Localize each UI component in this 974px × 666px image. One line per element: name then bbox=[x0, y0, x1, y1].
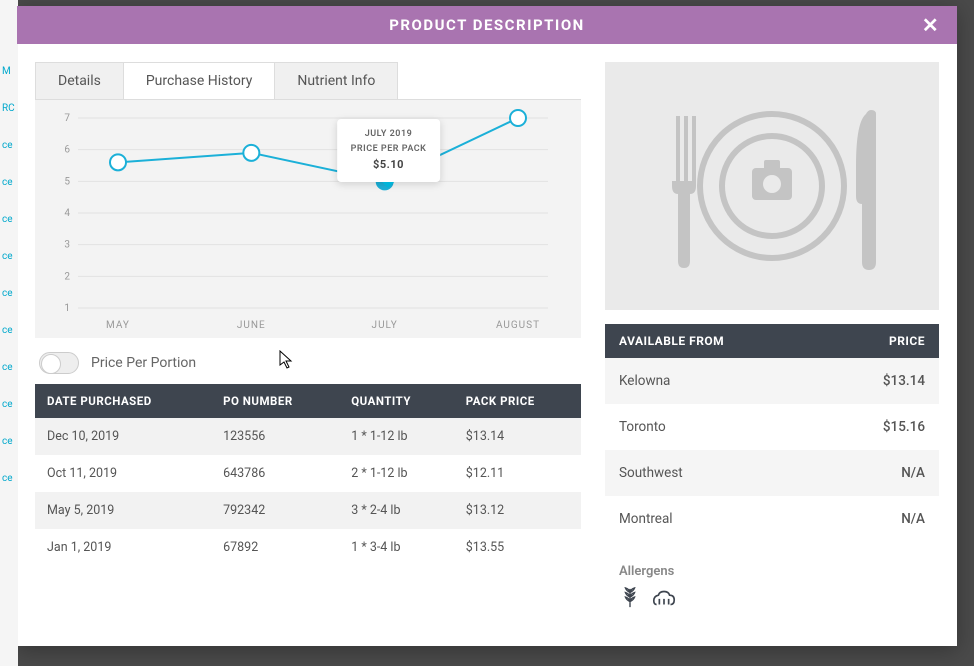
location-cell: Kelowna bbox=[605, 358, 824, 404]
table-cell: 1 * 3-4 lb bbox=[339, 529, 454, 566]
wheat-icon bbox=[619, 587, 641, 614]
table-row: Kelowna$13.14 bbox=[605, 358, 939, 404]
product-image-placeholder bbox=[605, 62, 939, 310]
col-price: PACK PRICE bbox=[454, 384, 581, 418]
table-row: MontrealN/A bbox=[605, 496, 939, 542]
product-description-modal: PRODUCT DESCRIPTION ✕ Details Purchase H… bbox=[17, 6, 957, 646]
svg-text:JUNE: JUNE bbox=[237, 320, 266, 331]
price-cell: N/A bbox=[824, 450, 939, 496]
table-cell: Dec 10, 2019 bbox=[35, 418, 211, 455]
col-available-from: AVAILABLE FROM bbox=[605, 324, 824, 358]
tooltip-date: JULY 2019 bbox=[351, 127, 427, 141]
table-cell: $13.12 bbox=[454, 492, 581, 529]
price-cell: $15.16 bbox=[824, 404, 939, 450]
tab-details[interactable]: Details bbox=[35, 62, 124, 99]
table-row: SouthwestN/A bbox=[605, 450, 939, 496]
table-cell: $13.55 bbox=[454, 529, 581, 566]
plate-cutlery-icon bbox=[642, 86, 902, 286]
price-per-portion-toggle[interactable] bbox=[39, 352, 79, 374]
table-cell: 1 * 1-12 lb bbox=[339, 418, 454, 455]
table-cell: 123556 bbox=[211, 418, 339, 455]
svg-text:AUGUST: AUGUST bbox=[496, 320, 540, 331]
table-row: Jan 1, 2019678921 * 3-4 lb$13.55 bbox=[35, 529, 581, 566]
close-icon[interactable]: ✕ bbox=[921, 15, 941, 35]
price-cell: N/A bbox=[824, 496, 939, 542]
tab-nutrient-info[interactable]: Nutrient Info bbox=[274, 62, 398, 99]
tooltip-metric: PRICE PER PACK bbox=[351, 142, 427, 156]
tab-purchase-history[interactable]: Purchase History bbox=[123, 62, 275, 99]
table-cell: Oct 11, 2019 bbox=[35, 455, 211, 492]
col-date: DATE PURCHASED bbox=[35, 384, 211, 418]
cursor-icon bbox=[279, 350, 295, 374]
chart-tooltip: JULY 2019 PRICE PER PACK $5.10 bbox=[337, 119, 441, 181]
allergens-section: Allergens bbox=[605, 564, 939, 614]
price-cell: $13.14 bbox=[824, 358, 939, 404]
table-row: Oct 11, 20196437862 * 1-12 lb$12.11 bbox=[35, 455, 581, 492]
table-cell: $12.11 bbox=[454, 455, 581, 492]
svg-text:1: 1 bbox=[64, 303, 70, 314]
modal-header: PRODUCT DESCRIPTION ✕ bbox=[17, 6, 957, 44]
toggle-label: Price Per Portion bbox=[91, 355, 196, 371]
svg-text:5: 5 bbox=[64, 176, 70, 187]
location-cell: Montreal bbox=[605, 496, 824, 542]
price-history-chart: 1 2 3 4 5 6 7 MAY JUNE JULY AUGUST JULY 2019 PRICE… bbox=[35, 100, 581, 338]
svg-text:3: 3 bbox=[64, 240, 70, 251]
svg-text:6: 6 bbox=[64, 145, 70, 156]
svg-text:2: 2 bbox=[64, 271, 70, 282]
table-row: May 5, 20197923423 * 2-4 lb$13.12 bbox=[35, 492, 581, 529]
svg-text:4: 4 bbox=[64, 208, 70, 219]
allergens-label: Allergens bbox=[619, 564, 925, 579]
dairy-icon bbox=[651, 587, 677, 614]
table-cell: Jan 1, 2019 bbox=[35, 529, 211, 566]
table-row: Dec 10, 20191235561 * 1-12 lb$13.14 bbox=[35, 418, 581, 455]
col-qty: QUANTITY bbox=[339, 384, 454, 418]
table-row: Toronto$15.16 bbox=[605, 404, 939, 450]
location-cell: Southwest bbox=[605, 450, 824, 496]
svg-text:JULY: JULY bbox=[372, 320, 398, 331]
table-cell: 643786 bbox=[211, 455, 339, 492]
col-avail-price: PRICE bbox=[824, 324, 939, 358]
availability-table: AVAILABLE FROM PRICE Kelowna$13.14Toront… bbox=[605, 324, 939, 542]
purchase-history-table: DATE PURCHASED PO NUMBER QUANTITY PACK P… bbox=[35, 384, 581, 566]
table-cell: 3 * 2-4 lb bbox=[339, 492, 454, 529]
table-cell: 2 * 1-12 lb bbox=[339, 455, 454, 492]
location-cell: Toronto bbox=[605, 404, 824, 450]
table-cell: 67892 bbox=[211, 529, 339, 566]
svg-text:MAY: MAY bbox=[106, 320, 130, 331]
tooltip-value: $5.10 bbox=[351, 156, 427, 174]
svg-text:7: 7 bbox=[64, 113, 70, 124]
table-cell: May 5, 2019 bbox=[35, 492, 211, 529]
table-cell: 792342 bbox=[211, 492, 339, 529]
tabs: Details Purchase History Nutrient Info bbox=[35, 62, 581, 100]
modal-title: PRODUCT DESCRIPTION bbox=[389, 16, 585, 34]
col-po: PO NUMBER bbox=[211, 384, 339, 418]
table-cell: $13.14 bbox=[454, 418, 581, 455]
